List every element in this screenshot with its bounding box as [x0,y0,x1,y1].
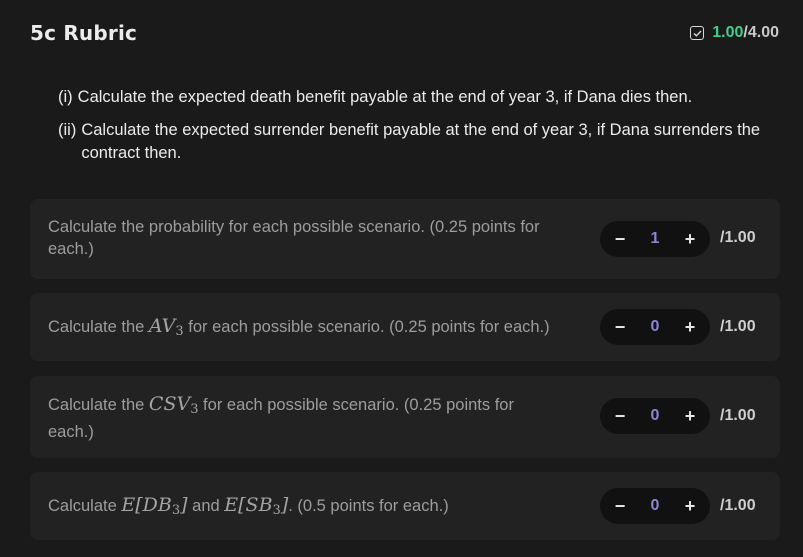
score-stepper: − 0 + [600,398,710,434]
criterion-text: Calculate E[DB3] and E[SB3]. (0.5 points… [48,494,449,518]
score-stepper: − 0 + [600,309,710,345]
score-value[interactable]: 0 [650,407,660,424]
score-value[interactable]: 0 [650,318,660,335]
decrement-button[interactable]: − [614,228,626,249]
question-part-2: (ii) Calculate the expected surrender be… [58,121,761,162]
decrement-button[interactable]: − [614,405,626,426]
criterion-text: Calculate the probability for each possi… [48,218,540,258]
decrement-button[interactable]: − [614,495,626,516]
score-total: /4.00 [743,24,779,41]
score-value[interactable]: 0 [650,497,660,514]
score-stepper: − 0 + [600,488,710,524]
score-earned: 1.00 [712,24,744,41]
criterion-text: Calculate the AV3 for each possible scen… [48,315,550,339]
question-text: (i) Calculate the expected death benefit… [58,86,778,175]
question-part-1: (i) Calculate the expected death benefit… [58,88,693,106]
checkbox-icon [690,26,705,40]
max-points: /1.00 [720,229,756,246]
score-stepper: − 1 + [600,221,710,257]
rubric-title: 5c Rubric [30,21,138,45]
criterion-row: Calculate E[DB3] and E[SB3]. (0.5 points… [30,472,780,540]
increment-button[interactable]: + [684,228,696,249]
criterion-row: Calculate the CSV3 for each possible sce… [30,376,780,458]
criterion-text: Calculate the CSV3 for each possible sce… [48,393,514,441]
criterion-row: Calculate the probability for each possi… [30,199,780,279]
score-value[interactable]: 1 [650,230,660,247]
max-points: /1.00 [720,497,756,514]
score-summary: 1.00/4.00 [690,24,779,42]
increment-button[interactable]: + [684,316,696,337]
rubric-header: 5c Rubric 1.00/4.00 [30,18,779,48]
increment-button[interactable]: + [684,495,696,516]
max-points: /1.00 [720,318,756,335]
criterion-row: Calculate the AV3 for each possible scen… [30,293,780,361]
increment-button[interactable]: + [684,405,696,426]
max-points: /1.00 [720,407,756,424]
decrement-button[interactable]: − [614,316,626,337]
